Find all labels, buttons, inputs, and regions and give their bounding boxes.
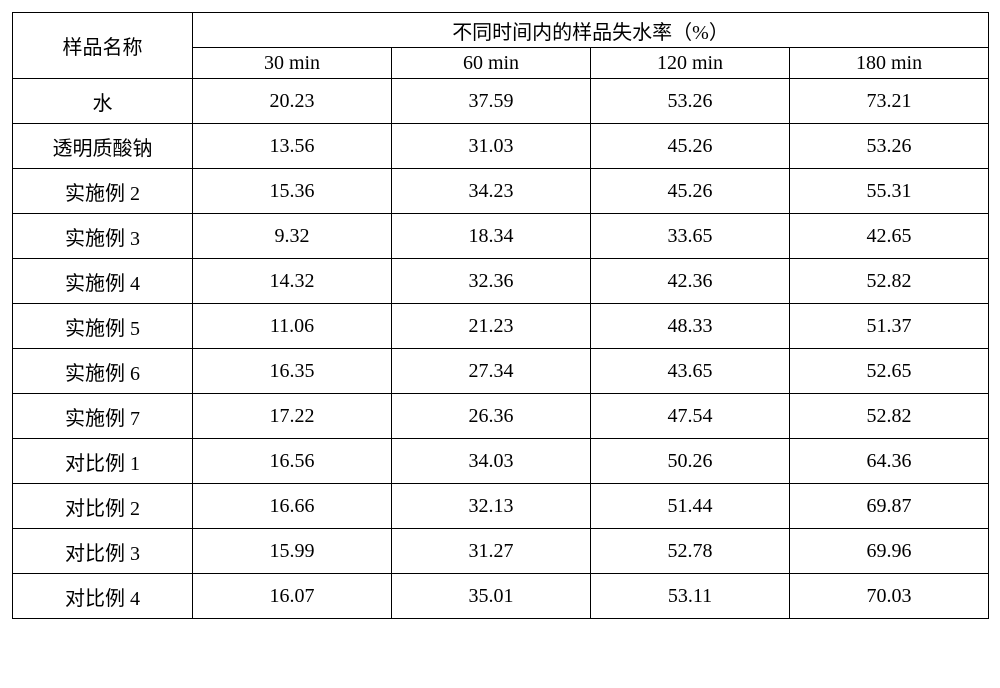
cell-value: 31.27 [392,529,591,574]
table-row: 实施例 717.2226.3647.5452.82 [13,394,989,439]
cell-value: 16.66 [193,484,392,529]
cell-value: 53.11 [591,574,790,619]
row-label-number: 3 [125,228,140,250]
cell-value: 34.23 [392,169,591,214]
cell-value: 52.82 [790,394,989,439]
row-label-number: 5 [125,318,140,340]
row-label: 实施例 5 [13,304,193,349]
table-row: 实施例 39.3218.3433.6542.65 [13,214,989,259]
cell-value: 33.65 [591,214,790,259]
table-row: 水20.2337.5953.2673.21 [13,79,989,124]
cell-value: 27.34 [392,349,591,394]
row-label-number: 2 [125,183,140,205]
table-row: 实施例 616.3527.3443.6552.65 [13,349,989,394]
row-label: 对比例 3 [13,529,193,574]
row-label-number: 6 [125,363,140,385]
cell-value: 55.31 [790,169,989,214]
cell-value: 51.44 [591,484,790,529]
cell-value: 52.82 [790,259,989,304]
row-label: 对比例 4 [13,574,193,619]
cell-value: 45.26 [591,169,790,214]
cell-value: 16.56 [193,439,392,484]
cell-value: 42.65 [790,214,989,259]
row-label: 实施例 3 [13,214,193,259]
table-row: 实施例 414.3232.3642.3652.82 [13,259,989,304]
cell-value: 16.35 [193,349,392,394]
table-body: 水20.2337.5953.2673.21透明质酸钠13.5631.0345.2… [13,79,989,619]
table-row: 对比例 416.0735.0153.1170.03 [13,574,989,619]
cell-value: 48.33 [591,304,790,349]
cell-value: 47.54 [591,394,790,439]
header-time-0: 30 min [193,48,392,79]
cell-value: 64.36 [790,439,989,484]
table-row: 对比例 116.5634.0350.2664.36 [13,439,989,484]
cell-value: 43.65 [591,349,790,394]
cell-value: 69.87 [790,484,989,529]
row-label: 水 [13,79,193,124]
table-row: 对比例 216.6632.1351.4469.87 [13,484,989,529]
cell-value: 20.23 [193,79,392,124]
cell-value: 14.32 [193,259,392,304]
cell-value: 32.36 [392,259,591,304]
cell-value: 11.06 [193,304,392,349]
cell-value: 26.36 [392,394,591,439]
table-row: 透明质酸钠13.5631.0345.2653.26 [13,124,989,169]
cell-value: 21.23 [392,304,591,349]
cell-value: 42.36 [591,259,790,304]
table-row: 实施例 511.0621.2348.3351.37 [13,304,989,349]
cell-value: 31.03 [392,124,591,169]
cell-value: 53.26 [790,124,989,169]
cell-value: 35.01 [392,574,591,619]
table-row: 实施例 215.3634.2345.2655.31 [13,169,989,214]
row-label: 实施例 6 [13,349,193,394]
row-label-number: 1 [125,453,140,475]
row-label: 实施例 2 [13,169,193,214]
cell-value: 15.99 [193,529,392,574]
header-group-label: 不同时间内的样品失水率（%） [193,13,989,48]
row-label-number: 4 [125,273,140,295]
cell-value: 13.56 [193,124,392,169]
cell-value: 51.37 [790,304,989,349]
header-time-1: 60 min [392,48,591,79]
row-label-number: 4 [125,588,140,610]
cell-value: 52.65 [790,349,989,394]
cell-value: 73.21 [790,79,989,124]
row-label-number: 3 [125,543,140,565]
cell-value: 37.59 [392,79,591,124]
cell-value: 34.03 [392,439,591,484]
row-label-number: 7 [125,408,140,430]
row-label-number: 2 [125,498,140,520]
table-row: 对比例 315.9931.2752.7869.96 [13,529,989,574]
cell-value: 18.34 [392,214,591,259]
row-label: 对比例 1 [13,439,193,484]
cell-value: 45.26 [591,124,790,169]
row-label: 实施例 7 [13,394,193,439]
row-label: 透明质酸钠 [13,124,193,169]
cell-value: 15.36 [193,169,392,214]
cell-value: 32.13 [392,484,591,529]
cell-value: 69.96 [790,529,989,574]
cell-value: 17.22 [193,394,392,439]
header-sample-name: 样品名称 [13,13,193,79]
row-label: 实施例 4 [13,259,193,304]
cell-value: 16.07 [193,574,392,619]
cell-value: 70.03 [790,574,989,619]
row-label: 对比例 2 [13,484,193,529]
cell-value: 9.32 [193,214,392,259]
cell-value: 52.78 [591,529,790,574]
header-time-3: 180 min [790,48,989,79]
table-header: 样品名称 不同时间内的样品失水率（%） 30 min 60 min 120 mi… [13,13,989,79]
cell-value: 50.26 [591,439,790,484]
cell-value: 53.26 [591,79,790,124]
header-time-2: 120 min [591,48,790,79]
water-loss-table: 样品名称 不同时间内的样品失水率（%） 30 min 60 min 120 mi… [12,12,989,619]
